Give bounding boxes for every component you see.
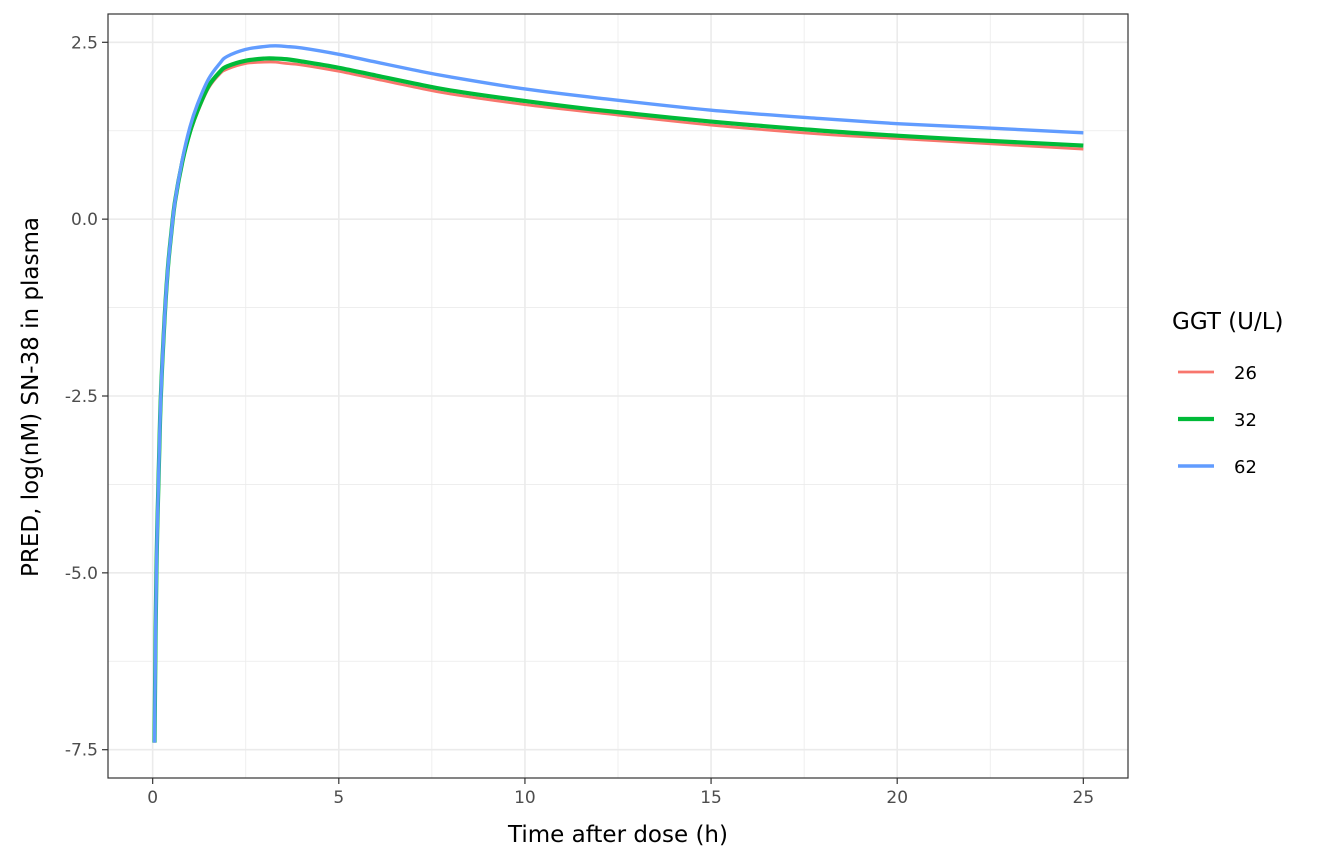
x-axis-title: Time after dose (h) — [507, 822, 728, 848]
x-tick-label: 10 — [514, 788, 536, 808]
legend-label-32: 32 — [1234, 410, 1257, 431]
x-axis: 0 5 10 15 20 25 — [147, 778, 1094, 808]
y-axis: -7.5 -5.0 -2.5 0.0 2.5 — [65, 33, 108, 761]
legend-label-62: 62 — [1234, 457, 1257, 478]
x-tick-label: 5 — [333, 788, 344, 808]
x-tick-label: 20 — [886, 788, 908, 808]
x-tick-label: 0 — [147, 788, 158, 808]
x-tick-label: 15 — [700, 788, 722, 808]
y-tick-label: 0.0 — [71, 210, 98, 230]
series-line-62 — [152, 44, 1084, 743]
x-tick-label: 25 — [1073, 788, 1095, 808]
y-tick-label: -7.5 — [65, 741, 98, 761]
y-axis-title: PRED, log(nM) SN-38 in plasma — [18, 217, 44, 577]
legend-title: GGT (U/L) — [1172, 309, 1284, 335]
y-tick-label: -5.0 — [65, 564, 98, 584]
y-tick-label: -2.5 — [65, 387, 98, 407]
grid-major — [108, 14, 1128, 778]
legend: GGT (U/L) 26 32 62 — [1172, 309, 1284, 478]
series-layer — [152, 44, 1084, 743]
y-tick-label: 2.5 — [71, 33, 98, 53]
legend-label-26: 26 — [1234, 363, 1257, 384]
